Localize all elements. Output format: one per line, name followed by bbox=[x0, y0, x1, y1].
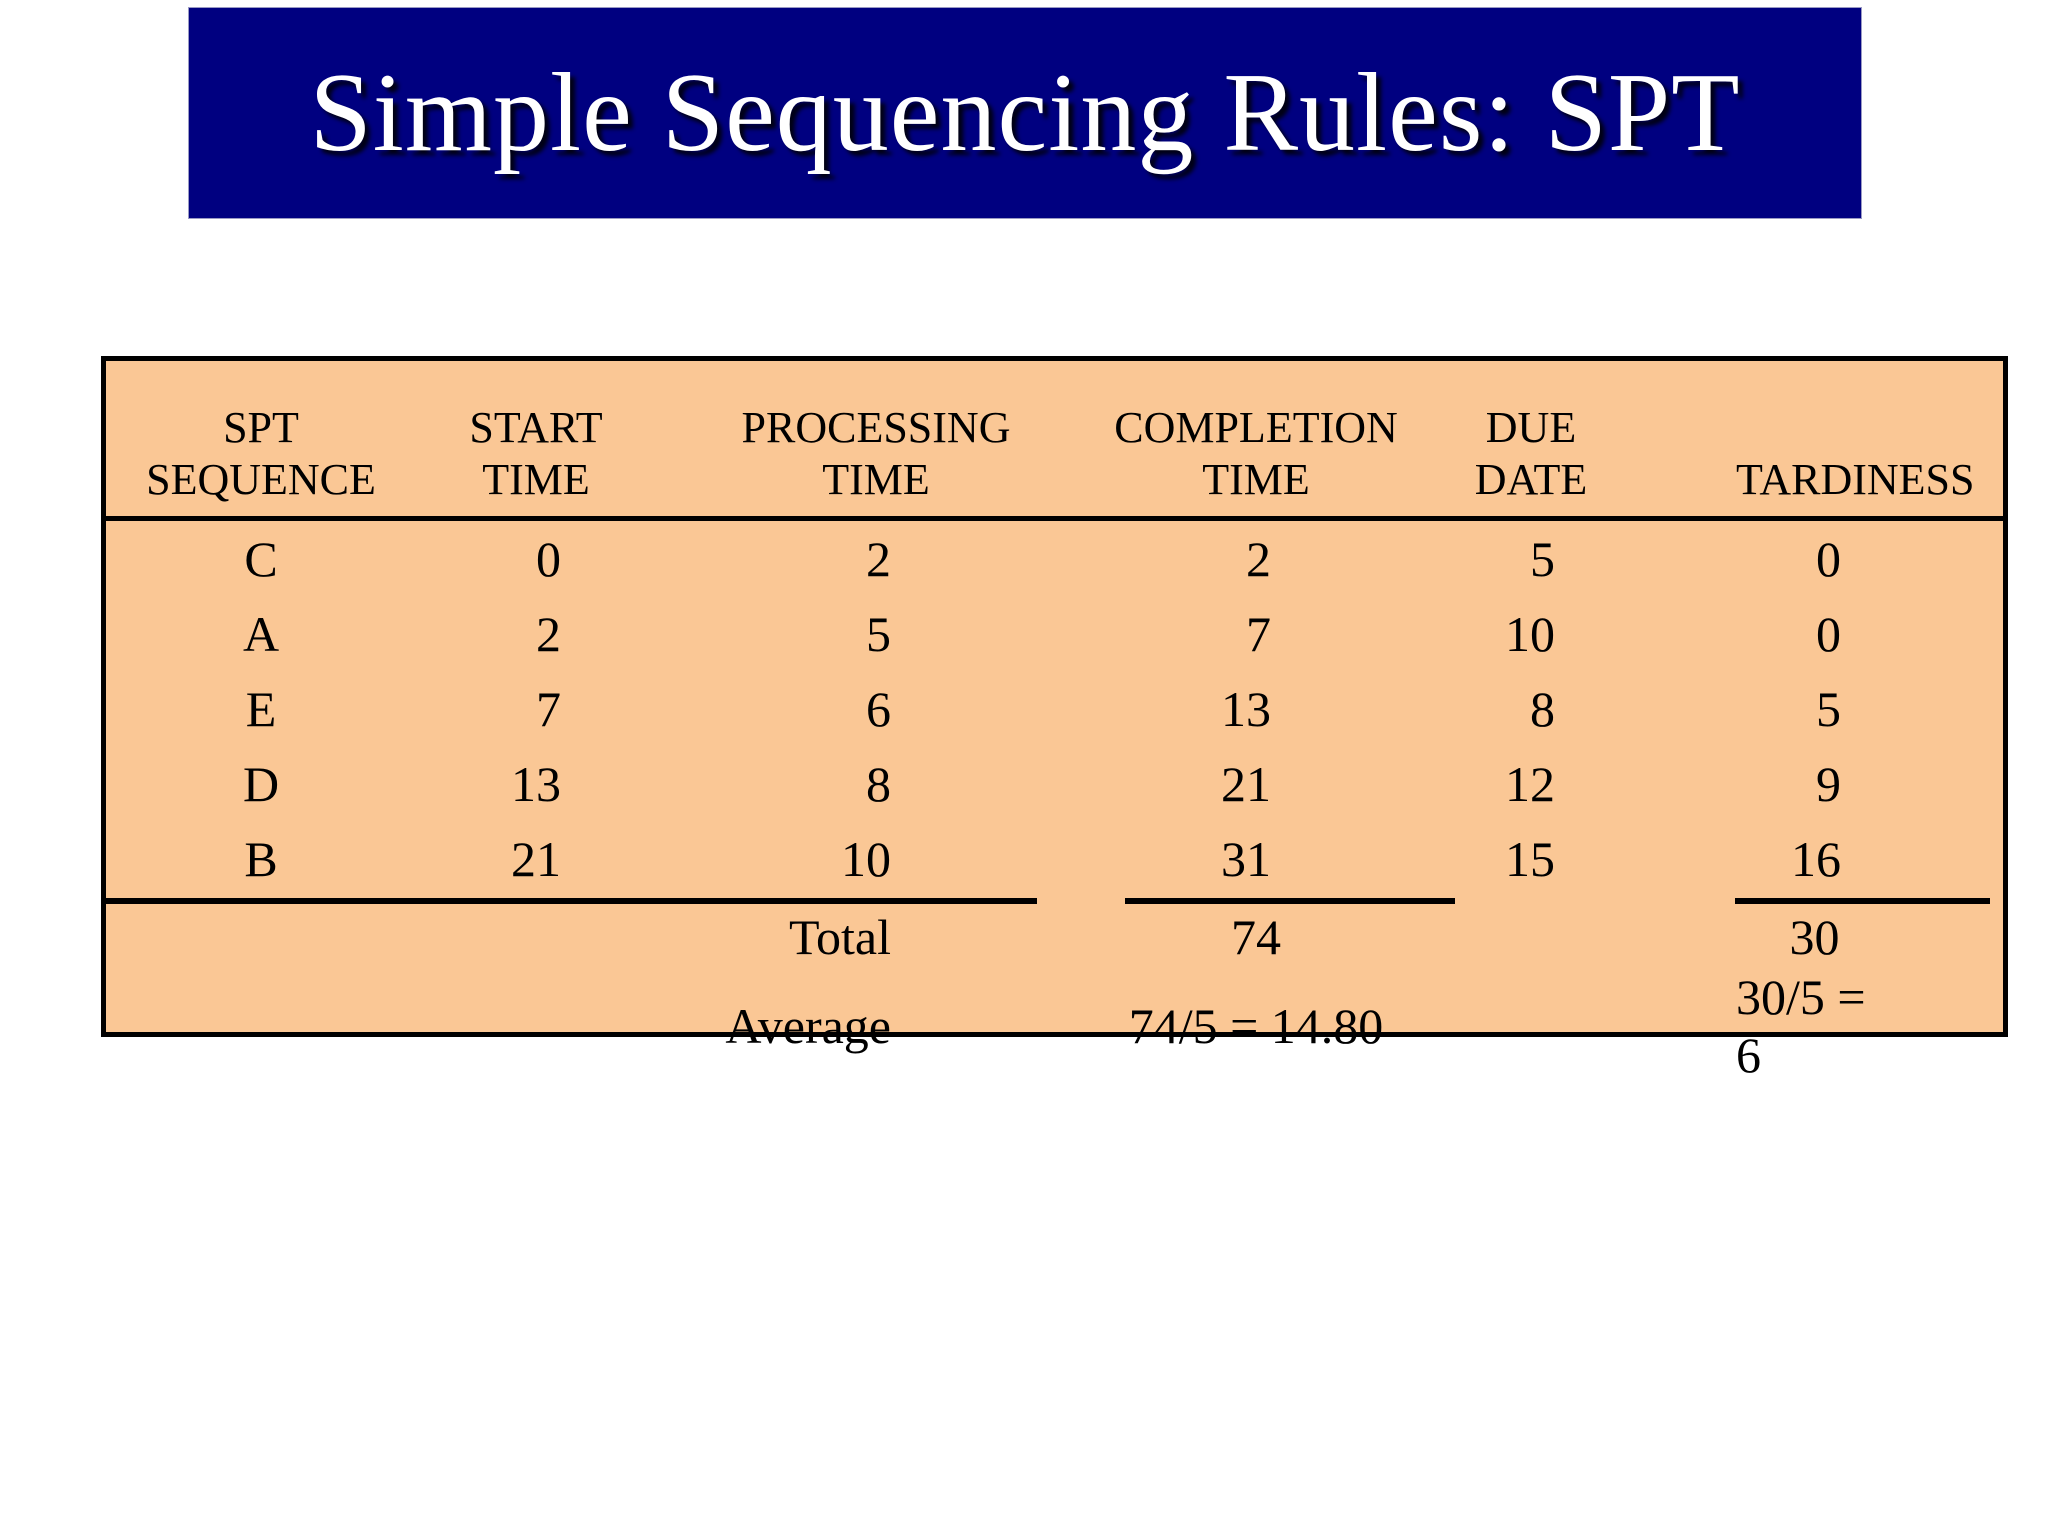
spt-sequence-table: SPT SEQUENCE START TIME PROCESSING TIME … bbox=[101, 356, 2008, 1083]
header-line: TIME bbox=[1202, 455, 1310, 505]
due-date-cell: 15 bbox=[1505, 830, 1555, 887]
start-time-cell: 0 bbox=[536, 530, 561, 587]
underline-tardiness-total bbox=[1735, 898, 1990, 904]
header-tardiness: TARDINESS bbox=[1736, 361, 2048, 516]
processing-time-cell: 2 bbox=[866, 530, 891, 587]
table-row: D 13 8 21 12 9 bbox=[106, 746, 2003, 821]
processing-time-cell: 6 bbox=[866, 680, 891, 737]
completion-time-cell: 21 bbox=[1221, 755, 1271, 812]
total-tardiness-cell: 30 bbox=[1789, 909, 1840, 965]
processing-time-cell: 8 bbox=[866, 755, 891, 812]
completion-time-cell: 7 bbox=[1246, 605, 1271, 662]
header-processing-time: PROCESSING TIME bbox=[706, 361, 1046, 516]
slide-title: Simple Sequencing Rules: SPT bbox=[309, 50, 1741, 175]
sequence-cell: B bbox=[244, 830, 278, 887]
due-date-cell: 5 bbox=[1530, 530, 1555, 587]
total-label-cell: Total bbox=[788, 909, 891, 965]
header-line: TARDINESS bbox=[1736, 455, 1975, 505]
total-completion-time-cell: 74 bbox=[1231, 909, 1281, 965]
processing-time-cell: 5 bbox=[866, 605, 891, 662]
completion-time-cell: 31 bbox=[1221, 830, 1271, 887]
header-line: SEQUENCE bbox=[146, 455, 376, 505]
table-row: A 2 5 7 10 0 bbox=[106, 596, 2003, 671]
completion-time-cell: 13 bbox=[1221, 680, 1271, 737]
tardiness-cell: 5 bbox=[1816, 680, 1841, 737]
header-line: SPT bbox=[223, 403, 299, 453]
table-row: B 21 10 31 15 16 bbox=[106, 821, 2003, 896]
header-line: DUE bbox=[1485, 403, 1577, 453]
header-spt-sequence: SPT SEQUENCE bbox=[106, 361, 416, 516]
sequence-cell: D bbox=[242, 755, 280, 812]
tardiness-cell: 16 bbox=[1791, 830, 1841, 887]
header-line: START bbox=[469, 403, 603, 453]
header-line: TIME bbox=[482, 455, 590, 505]
due-date-cell: 12 bbox=[1505, 755, 1555, 812]
completion-time-cell: 2 bbox=[1246, 530, 1271, 587]
sequence-cell: C bbox=[244, 530, 278, 587]
header-due-date: DUE DATE bbox=[1466, 361, 1736, 516]
tardiness-cell: 0 bbox=[1816, 605, 1841, 662]
start-time-cell: 7 bbox=[536, 680, 561, 737]
header-line: TIME bbox=[822, 455, 930, 505]
totals-rule-band bbox=[106, 896, 2003, 906]
start-time-cell: 13 bbox=[511, 755, 561, 812]
due-date-cell: 10 bbox=[1505, 605, 1555, 662]
title-bar: Simple Sequencing Rules: SPT bbox=[188, 7, 1862, 219]
header-completion-time: COMPLETION TIME bbox=[1046, 361, 1466, 516]
tardiness-cell: 0 bbox=[1816, 530, 1841, 587]
start-time-cell: 2 bbox=[536, 605, 561, 662]
sequence-cell: A bbox=[242, 605, 280, 662]
header-start-time: START TIME bbox=[416, 361, 706, 516]
due-date-cell: 8 bbox=[1530, 680, 1555, 737]
table-row: E 7 6 13 8 5 bbox=[106, 671, 2003, 746]
processing-time-cell: 10 bbox=[841, 830, 891, 887]
table-header-row: SPT SEQUENCE START TIME PROCESSING TIME … bbox=[106, 361, 2003, 521]
underline-left-columns bbox=[106, 898, 1037, 904]
header-line: PROCESSING bbox=[741, 403, 1011, 453]
average-row: Average 74/5 = 14.80 30/5 = 6 bbox=[106, 968, 2003, 1083]
header-line: DATE bbox=[1474, 455, 1588, 505]
average-tardiness-cell: 30/5 = 6 bbox=[1736, 969, 1866, 1083]
start-time-cell: 21 bbox=[511, 830, 561, 887]
average-completion-time-cell: 74/5 = 14.80 bbox=[1128, 998, 1384, 1054]
underline-completion-total bbox=[1125, 898, 1455, 904]
table-row: C 0 2 2 5 0 bbox=[106, 521, 2003, 596]
header-line: COMPLETION bbox=[1114, 403, 1398, 453]
sequence-cell: E bbox=[245, 680, 277, 737]
tardiness-cell: 9 bbox=[1816, 755, 1841, 812]
total-row: Total 74 30 bbox=[106, 906, 2003, 968]
average-label-cell: Average bbox=[725, 998, 891, 1054]
